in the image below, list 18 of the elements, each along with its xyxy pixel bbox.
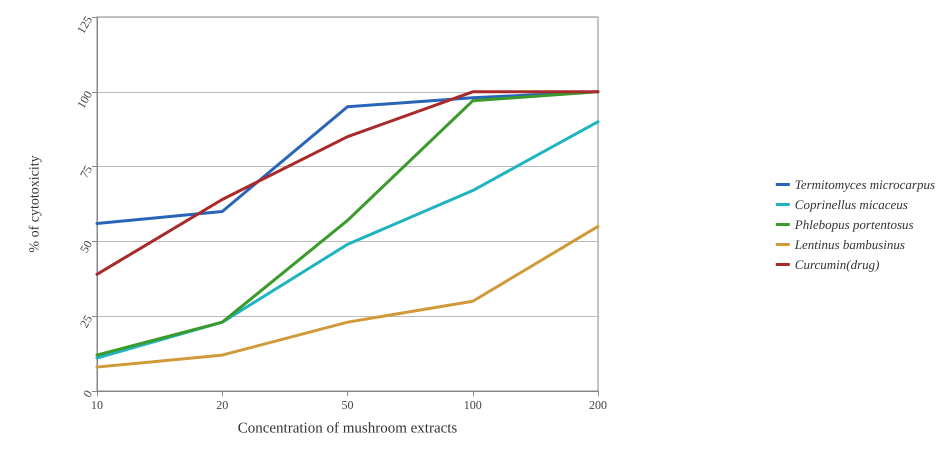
y-tick-label: 125 (74, 14, 96, 36)
y-tick-label: 75 (76, 163, 96, 180)
x-tick-label: 50 (342, 398, 354, 412)
x-tick-label: 10 (91, 398, 103, 412)
x-tick-label: 100 (464, 398, 482, 412)
y-axis-title: % of cytotoxicity (28, 155, 42, 253)
x-tick-label: 200 (589, 398, 607, 412)
y-tick-label: 100 (74, 88, 96, 111)
legend-label: Coprinellus micaceus (794, 197, 908, 212)
y-tick-label: 0 (80, 388, 96, 400)
legend-label: Curcumin(drug) (794, 257, 880, 272)
y-tick-label: 25 (76, 312, 96, 330)
legend-label: Phlebopus portentosus (794, 217, 914, 232)
x-axis-title: Concentration of mushroom extracts (238, 420, 458, 436)
y-tick-label: 50 (76, 238, 96, 256)
legend-label: Lentinus bambusinus (794, 237, 905, 252)
legend-label: Termitomyces microcarpus (794, 177, 936, 192)
x-tick-label: 20 (216, 398, 228, 412)
